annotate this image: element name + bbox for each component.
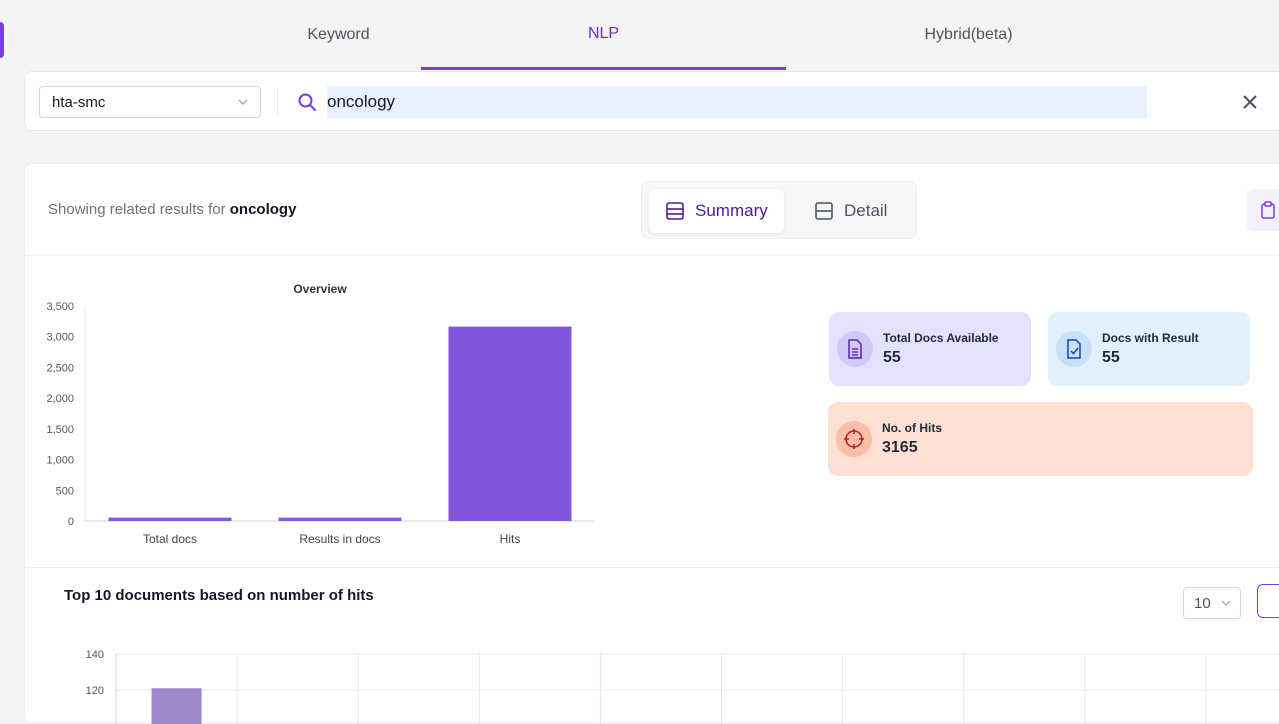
y-tick-label: 120 xyxy=(86,685,104,697)
collection-select[interactable]: hta-smc xyxy=(39,86,261,118)
y-tick-label: 1,000 xyxy=(46,455,74,467)
collection-select-value: hta-smc xyxy=(52,93,106,111)
chart-options-button[interactable] xyxy=(1257,584,1279,618)
search-input[interactable] xyxy=(327,86,1147,118)
detail-view-label: Detail xyxy=(844,201,888,220)
docs-with-result-label: Docs with Result xyxy=(1102,331,1199,345)
table-icon xyxy=(666,202,684,220)
tab-hybrid[interactable]: Hybrid(beta) xyxy=(924,26,1013,43)
search-bar: hta-smc xyxy=(24,71,1279,131)
y-tick-label: 2,500 xyxy=(46,362,74,374)
results-caption-term: oncology xyxy=(229,201,297,218)
document-icon xyxy=(837,331,873,367)
x-tick-label: Total docs xyxy=(143,532,197,546)
close-icon[interactable] xyxy=(1241,93,1259,111)
chevron-down-icon xyxy=(1221,600,1231,606)
x-tick-label: Results in docs xyxy=(299,532,380,546)
bar-hits xyxy=(448,326,572,521)
results-panel: Showing related results for oncology Sum… xyxy=(24,163,1279,724)
bar-results-in-docs xyxy=(278,517,402,521)
docs-with-result-value: 55 xyxy=(1102,349,1120,366)
total-docs-card: Total Docs Available 55 xyxy=(829,312,1031,386)
search-icon xyxy=(298,93,316,111)
top-count-value: 10 xyxy=(1194,594,1211,612)
results-caption-prefix: Showing related results for xyxy=(48,201,226,218)
y-tick-label: 140 xyxy=(86,649,104,661)
summary-view-label: Summary xyxy=(695,201,768,220)
y-tick-label: 1,500 xyxy=(46,424,74,436)
y-tick-label: 0 xyxy=(68,516,74,528)
bar-total-docs xyxy=(108,517,232,521)
detail-view-button[interactable]: Detail xyxy=(798,189,903,233)
divider xyxy=(277,88,278,116)
top-count-select[interactable]: 10 xyxy=(1183,587,1241,619)
hits-value: 3165 xyxy=(882,439,918,456)
bar-document-1 xyxy=(151,688,202,724)
clipboard-icon xyxy=(1261,201,1275,219)
summary-view-button[interactable]: Summary xyxy=(649,189,784,233)
docs-with-result-card: Docs with Result 55 xyxy=(1048,312,1250,386)
tab-nlp[interactable]: NLP xyxy=(421,0,786,70)
file-check-icon xyxy=(1056,331,1092,367)
y-tick-label: 2,000 xyxy=(46,393,74,405)
overview-chart: 0 500 1,000 1,500 2,000 2,500 3,000 3,500 Total … xyxy=(46,301,595,546)
total-docs-label: Total Docs Available xyxy=(883,331,999,345)
crosshair-icon xyxy=(836,421,872,457)
tab-keyword[interactable]: Keyword xyxy=(307,26,370,43)
search-mode-tabs: Keyword NLP Hybrid(beta) xyxy=(0,0,1279,72)
hits-card: No. of Hits 3165 xyxy=(828,402,1253,476)
layout-icon xyxy=(815,202,833,220)
top10-chart: 120 140 xyxy=(86,649,1279,724)
results-caption: Showing related results for oncology xyxy=(48,201,296,218)
y-tick-label: 3,500 xyxy=(46,301,74,313)
x-tick-label: Hits xyxy=(500,532,521,546)
total-docs-value: 55 xyxy=(883,349,901,366)
overview-chart-title: Overview xyxy=(293,282,347,296)
side-panel-toggle[interactable] xyxy=(0,22,4,58)
results-header: Showing related results for oncology Sum… xyxy=(25,164,1279,256)
section-divider xyxy=(25,567,1279,568)
hits-label: No. of Hits xyxy=(882,421,942,435)
view-toggle: Summary Detail xyxy=(641,181,917,239)
y-tick-label: 500 xyxy=(56,485,74,497)
y-tick-label: 3,000 xyxy=(46,332,74,344)
export-button[interactable] xyxy=(1247,189,1279,231)
top10-title: Top 10 documents based on number of hits xyxy=(64,587,374,604)
chevron-down-icon xyxy=(238,99,248,105)
